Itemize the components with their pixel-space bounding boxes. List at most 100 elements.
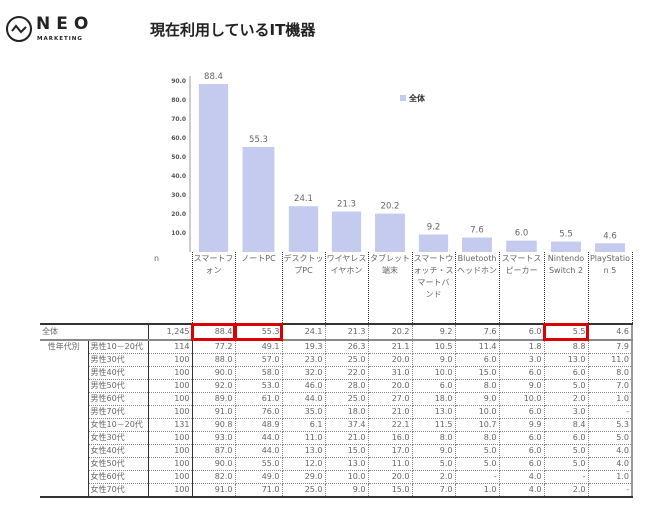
table-row: 女性70代 100 91.0 71.0 25.0 9.0 15.0 7.0 1.0 4.0 2.0-	[40, 483, 633, 498]
value-cell: 19.3	[282, 340, 326, 354]
group-label: 性年代別	[40, 340, 89, 498]
value-cell: 23.0	[282, 353, 326, 367]
value-cell: 9.0	[412, 444, 456, 458]
value-cell: 21.0	[368, 405, 413, 419]
bar	[331, 211, 362, 252]
value-cell: 82.0	[192, 470, 236, 484]
value-cell: 5.0	[455, 457, 500, 471]
data-label: 20.2	[381, 202, 400, 212]
value-cell: 16.0	[368, 431, 413, 445]
row-label: 女性10－20代	[88, 418, 149, 432]
brand-logo: NEO MARKETING	[6, 14, 96, 46]
column-header: タブレット端末	[368, 252, 413, 325]
value-cell: 3.0	[544, 405, 589, 419]
data-label: 21.3	[337, 200, 356, 210]
table-row: 男性40代 100 90.0 58.0 32.0 22.0 31.0 10.0 15.0 6.0 6…	[40, 366, 633, 380]
value-cell: 93.0	[192, 431, 236, 445]
value-cell: 10.0	[325, 470, 369, 484]
value-cell: 91.0	[192, 483, 236, 498]
value-cell: 17.0	[368, 444, 413, 458]
n-header: n	[148, 252, 193, 325]
table-row: 女性30代 100 93.0 44.0 11.0 21.0 16.0 8.0 8.0 6.0 6.0…	[40, 431, 633, 445]
value-cell: 4.0	[588, 444, 633, 458]
row-label: 女性30代	[88, 431, 149, 445]
value-cell: 44.0	[235, 431, 283, 445]
column-header: Bluetoothヘッドホン	[455, 252, 500, 325]
value-cell: 21.1	[368, 340, 413, 354]
n-cell: 1,245	[148, 324, 193, 341]
value-cell: 15.0	[325, 444, 369, 458]
brand-name: NEO	[36, 14, 95, 34]
value-cell: 10.0	[412, 366, 456, 380]
value-cell: 91.0	[192, 405, 236, 419]
value-cell: 4.0	[588, 457, 633, 471]
bar	[418, 234, 449, 252]
bar	[506, 240, 537, 252]
row-label: 男性70代	[88, 405, 149, 419]
data-label: 7.6	[470, 226, 484, 236]
table-row: 女性60代 100 82.0 49.0 29.0 10.0 20.0 2.0-4.0-1.0	[40, 470, 633, 484]
value-cell: 57.0	[235, 353, 283, 367]
n-cell: 100	[148, 431, 193, 445]
value-cell: 88.4	[191, 323, 236, 341]
n-cell: 100	[148, 457, 193, 471]
bar	[462, 237, 492, 252]
value-cell: 7.0	[412, 483, 456, 498]
value-cell: 48.9	[235, 418, 283, 432]
value-cell: 49.0	[235, 470, 283, 484]
n-cell: 131	[148, 418, 193, 432]
row-label: 男性40代	[88, 366, 149, 380]
value-cell: 5.0	[455, 444, 500, 458]
row-label: 女性70代	[88, 483, 149, 498]
row-label: 男性10－20代	[88, 340, 149, 354]
value-cell: 8.4	[544, 418, 589, 432]
value-cell: 18.0	[412, 392, 456, 406]
value-cell: 1.0	[455, 483, 500, 498]
n-cell: 100	[148, 483, 193, 498]
row-label: 男性30代	[88, 353, 149, 367]
bar	[288, 206, 319, 252]
table-row: 男性50代 100 92.0 53.0 46.0 28.0 20.0 6.0 8.0 9.0 5.0…	[40, 379, 633, 393]
value-cell: 10.7	[455, 418, 500, 432]
bar	[595, 243, 625, 252]
value-cell: 4.6	[588, 324, 633, 341]
n-cell: 100	[148, 353, 193, 367]
value-cell: 6.0	[544, 366, 589, 380]
data-label: 5.5	[559, 230, 573, 240]
page-title: 現在利用しているIT機器	[150, 21, 316, 39]
value-cell: 13.0	[544, 353, 589, 367]
y-tick-label: 20.0	[171, 211, 186, 218]
data-label: 24.1	[294, 194, 313, 204]
value-cell: 35.0	[282, 405, 326, 419]
table-row: 性年代別 男性10－20代 114 77.2 49.1 19.3 26.3 21.1 10.5 1…	[40, 340, 633, 498]
n-cell: 100	[148, 379, 193, 393]
value-cell: 44.0	[282, 392, 326, 406]
table-row: 女性10－20代 131 90.8 48.9 6.1 37.4 22.1 11.5 10.7 9.…	[40, 418, 633, 432]
data-label: 6.0	[515, 229, 529, 239]
total-row: 全体 1,245 88.4 55.3 24.1 21.3 20.2 9.2 7.6 6.0 5.5 4…	[40, 323, 633, 341]
value-cell: 1.8	[499, 340, 545, 354]
header-row: n スマートフォン ノートPC デスクトップPC ワイヤレスイヤホン タブレット端末 スマー…	[40, 252, 633, 325]
value-cell: 25.0	[325, 353, 369, 367]
value-cell: -	[544, 470, 589, 484]
y-tick-label: 80.0	[171, 97, 186, 104]
value-cell: 6.0	[499, 431, 545, 445]
y-tick-label: 50.0	[171, 154, 186, 161]
value-cell: 25.0	[282, 483, 326, 498]
value-cell: 21.0	[325, 431, 369, 445]
value-cell: 32.0	[282, 366, 326, 380]
bar	[551, 241, 581, 252]
data-label: 9.2	[427, 223, 441, 233]
bar	[375, 213, 405, 252]
value-cell: 5.0	[544, 444, 589, 458]
value-cell: 26.3	[325, 340, 369, 354]
value-cell: 49.1	[235, 340, 283, 354]
value-cell: 5.0	[544, 457, 589, 471]
bar-chart: 10.0 20.0 30.0 40.0 50.0 60.0 70.0 80.0 90.0 88.4…	[171, 72, 625, 252]
n-cell: 100	[148, 470, 193, 484]
table-row: 女性50代 100 90.0 55.0 12.0 13.0 11.0 5.0 5.0 6.0 5.0…	[40, 457, 633, 471]
value-cell: 31.0	[368, 366, 413, 380]
value-cell: 11.5	[412, 418, 456, 432]
value-cell: 46.0	[282, 379, 326, 393]
n-cell: 100	[148, 392, 193, 406]
